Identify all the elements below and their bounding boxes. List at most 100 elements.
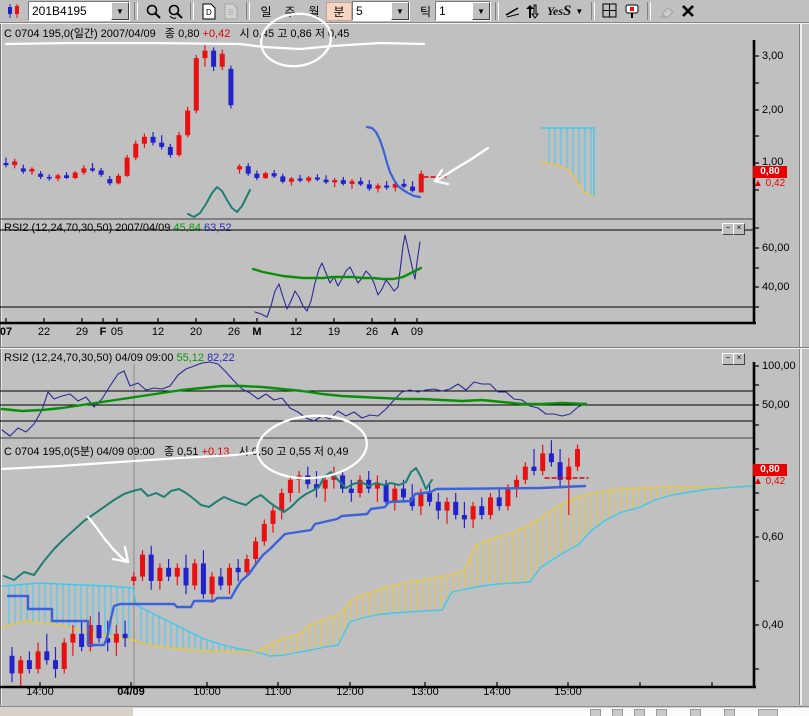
background-icon <box>690 709 701 716</box>
x-axis-label: F <box>99 326 107 338</box>
symbol-input[interactable]: 201B4195 ▼ <box>28 1 130 21</box>
x-axis-label: 26 <box>227 326 241 338</box>
tick-count-select[interactable]: 1 ▼ <box>435 1 492 21</box>
header-text-part: +0,13 <box>201 446 230 458</box>
candlestick-icon <box>6 1 22 21</box>
header-text-part: RSI2 (12,24,70,30,50) 2007/04/09 <box>4 222 174 234</box>
chart-windows-divider-highlight <box>0 348 809 349</box>
header-text-part: 시 0,50 고 0,55 저 0,49 <box>229 446 349 458</box>
x-axis-label: 11:00 <box>264 686 292 698</box>
pane-close-button[interactable]: × <box>733 353 745 365</box>
y-axis-label: 60,00 <box>762 242 790 254</box>
zoom-out-icon[interactable] <box>164 1 186 21</box>
x-axis-label: 07 <box>0 326 13 338</box>
x-axis-label: A <box>391 326 399 338</box>
background-icon <box>612 709 623 716</box>
last-price-badge: 0,80 ▲ 0,42 <box>753 464 787 488</box>
window-left-border <box>0 23 1 705</box>
svg-text:B: B <box>228 8 233 17</box>
y-axis-label: 40,00 <box>762 281 790 293</box>
x-axis-label: 09 <box>410 326 424 338</box>
x-axis-label: 10:00 <box>193 686 221 698</box>
y-axis-label: 0,40 <box>762 619 784 631</box>
x-axis-label: M <box>252 326 262 338</box>
x-axis-label: 14:00 <box>483 686 511 698</box>
bottom-rsi-header: RSI2 (12,24,70,30,50) 04/09 09:00 55,12 … <box>4 352 235 364</box>
brand-dropdown-icon[interactable]: ▼ <box>575 6 584 16</box>
pane-close-button[interactable]: × <box>733 223 745 235</box>
brand-menu[interactable]: YesS ▼ <box>543 1 587 21</box>
background-icon <box>634 709 645 716</box>
main-toolbar: 201B4195 ▼ D B 일 주 월 분 5 ▼ 틱 1 ▼ <box>0 0 809 23</box>
tick-count-dropdown-icon[interactable]: ▼ <box>472 2 491 20</box>
background-icon <box>724 709 735 716</box>
x-axis-label: 29 <box>75 326 89 338</box>
last-price-badge: 0,80 ▲ 0,42 <box>753 166 787 190</box>
x-axis-label: 12 <box>289 326 303 338</box>
x-axis-label: 22 <box>37 326 51 338</box>
brand-yes: Yes <box>547 3 564 18</box>
x-axis-label: 04/09 <box>117 686 145 698</box>
svg-text:D: D <box>206 8 212 17</box>
bottom-price-header: C 0704 195,0(5분) 04/09 09:00 종 0,51 +0,1… <box>4 443 348 459</box>
price-change-value: ▲ 0,42 <box>753 476 786 487</box>
delete-x-icon[interactable] <box>677 1 699 21</box>
period-minute-button[interactable]: 분 <box>326 1 352 21</box>
eraser-icon[interactable] <box>655 1 677 21</box>
y-axis-label: 1,00 <box>762 156 784 168</box>
header-text-part: 63,52 <box>204 222 232 234</box>
new-chart-icon[interactable]: D <box>198 1 220 21</box>
x-axis-label: 26 <box>365 326 379 338</box>
header-text-part: C 0704 195,0(일간) 2007/04/09 종 0,80 <box>4 28 203 40</box>
period-day-button[interactable]: 일 <box>260 4 272 19</box>
symbol-value[interactable]: 201B4195 <box>32 4 87 18</box>
brand-s: S <box>563 2 572 19</box>
x-axis-label: 05 <box>110 326 124 338</box>
symbol-dropdown-icon[interactable]: ▼ <box>111 2 129 20</box>
x-axis-label: 15:00 <box>554 686 582 698</box>
chart-tools-icon[interactable] <box>621 1 643 21</box>
x-axis-label: 19 <box>327 326 341 338</box>
up-down-arrows-icon[interactable] <box>523 1 543 21</box>
x-axis-label: 13:00 <box>411 686 439 698</box>
trendline-pen-icon[interactable] <box>503 1 523 21</box>
header-text-part: RSI2 (12,24,70,30,50) 04/09 09:00 <box>4 352 177 364</box>
window-right-border-highlight <box>800 23 802 705</box>
period-month-button[interactable]: 월 <box>308 4 320 19</box>
zoom-in-icon[interactable] <box>142 1 164 21</box>
top-price-header: C 0704 195,0(일간) 2007/04/09 종 0,80 +0,42… <box>4 25 349 41</box>
copy-chart-icon[interactable]: B <box>220 1 242 21</box>
top-rsi-header: RSI2 (12,24,70,30,50) 2007/04/09 45,84 6… <box>4 222 232 234</box>
minute-period-value[interactable]: 5 <box>356 4 363 18</box>
x-axis-label: 12:00 <box>336 686 364 698</box>
tick-count-value[interactable]: 1 <box>439 4 446 18</box>
grid-layout-icon[interactable] <box>599 1 621 21</box>
header-text-part: 시 0,45 고 0,86 저 0,45 <box>230 28 350 40</box>
period-week-button[interactable]: 주 <box>284 4 296 19</box>
x-axis-label: 14:00 <box>26 686 54 698</box>
header-text-part: 55,12 <box>176 352 204 364</box>
header-text-part: C 0704 195,0(5분) 04/09 09:00 종 0,51 <box>4 446 202 458</box>
background-window-strip <box>0 706 809 716</box>
y-axis-label: 100,00 <box>762 360 796 372</box>
header-text-part: 45,84 <box>173 222 201 234</box>
tick-label: 틱 <box>420 4 432 19</box>
y-axis-label: 50,00 <box>762 399 790 411</box>
minute-period-dropdown-icon[interactable]: ▼ <box>391 2 409 20</box>
minute-period-select[interactable]: 5 ▼ <box>352 1 410 21</box>
background-icon <box>758 709 778 716</box>
last-price-value: 0,80 <box>753 464 787 476</box>
y-axis-label: 3,00 <box>762 50 784 62</box>
y-axis-label: 2,00 <box>762 104 784 116</box>
y-axis-label: 0,60 <box>762 531 784 543</box>
price-change-value: ▲ 0,42 <box>753 178 786 189</box>
background-window-area <box>133 708 809 716</box>
window-right-border <box>799 23 800 705</box>
background-icon <box>656 709 667 716</box>
x-axis-label: 20 <box>189 326 203 338</box>
header-text-part: +0,42 <box>202 28 231 40</box>
header-text-part: 82,22 <box>207 352 235 364</box>
chart-windows-divider <box>0 347 809 348</box>
x-axis-label: 12 <box>151 326 165 338</box>
